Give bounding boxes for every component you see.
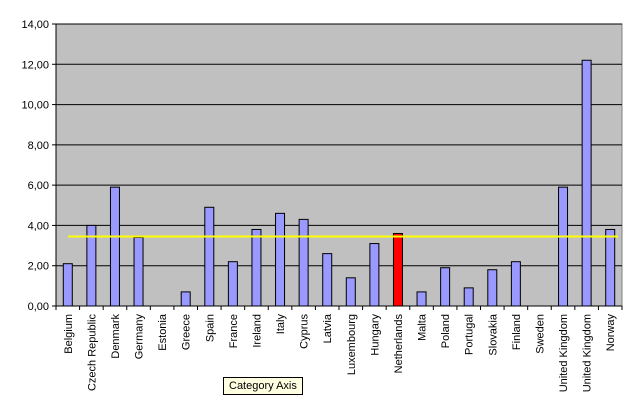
bar-ireland xyxy=(251,228,262,307)
category-label: Luxembourg xyxy=(346,314,358,375)
bar-denmark xyxy=(109,186,120,307)
category-label: France xyxy=(228,314,240,348)
category-label: Latvia xyxy=(322,313,334,343)
bar-belgium xyxy=(62,263,73,307)
category-label: Belgium xyxy=(63,314,75,354)
bar-united-kingdom xyxy=(581,59,592,307)
category-label: Malta xyxy=(417,313,429,341)
y-tick-label: 14,00 xyxy=(21,19,49,31)
y-tick-label: 10,00 xyxy=(21,100,49,112)
category-label: Hungary xyxy=(369,314,381,356)
bar-malta xyxy=(416,291,427,307)
bar-spain xyxy=(204,206,215,307)
category-label: Cyprus xyxy=(299,314,311,349)
bar-norway xyxy=(605,228,616,307)
y-tick-label: 8,00 xyxy=(28,140,49,152)
bar-germany xyxy=(133,237,144,307)
bar-luxembourg xyxy=(345,277,356,307)
bar-czech-republic xyxy=(86,224,97,307)
bar-greece xyxy=(180,291,191,307)
category-label: Finland xyxy=(511,314,523,350)
y-tick-label: 12,00 xyxy=(21,59,49,71)
bar-poland xyxy=(440,267,451,307)
bars xyxy=(62,59,616,307)
bar-france xyxy=(227,261,238,307)
bar-latvia xyxy=(322,253,333,307)
y-tick-label: 0,00 xyxy=(28,301,49,313)
y-tick-label: 4,00 xyxy=(28,220,49,232)
category-label: Norway xyxy=(605,314,617,352)
category-label: United Kingdom xyxy=(582,314,594,392)
category-label: Spain xyxy=(204,314,216,342)
bar-finland xyxy=(510,261,521,307)
category-label: Sweden xyxy=(534,314,546,354)
category-label: Greece xyxy=(181,314,193,350)
x-axis: Belgium Czech Republic Denmark Germany Eston… xyxy=(55,305,623,392)
category-label: Germany xyxy=(134,314,146,360)
bar-portugal xyxy=(463,287,474,307)
category-label: Netherlands xyxy=(393,314,405,374)
category-label: United Kingdom xyxy=(558,314,570,392)
bar-netherlands xyxy=(392,232,403,307)
category-label: Ireland xyxy=(251,314,263,348)
bar-united-kingdom xyxy=(558,186,569,307)
bar-italy xyxy=(275,212,286,307)
gridlines xyxy=(56,23,622,267)
bar-cyprus xyxy=(298,218,309,307)
plot-area xyxy=(55,23,623,307)
category-label: Czech Republic xyxy=(86,314,98,392)
category-label: Estonia xyxy=(157,313,169,351)
bar-hungary xyxy=(369,243,380,307)
category-label: Italy xyxy=(275,314,287,335)
y-tick-label: 6,00 xyxy=(28,180,49,192)
category-label: Slovakia xyxy=(487,313,499,355)
bar-slovakia xyxy=(487,269,498,307)
category-label: Portugal xyxy=(464,314,476,355)
y-axis: 0,00 2,00 4,00 6,00 8,00 10,00 12,00 14,00 xyxy=(21,19,57,313)
category-label: Poland xyxy=(440,314,452,348)
category-label: Denmark xyxy=(110,314,122,359)
category-axis-tooltip: Category Axis xyxy=(223,377,303,395)
y-tick-label: 2,00 xyxy=(28,261,49,273)
